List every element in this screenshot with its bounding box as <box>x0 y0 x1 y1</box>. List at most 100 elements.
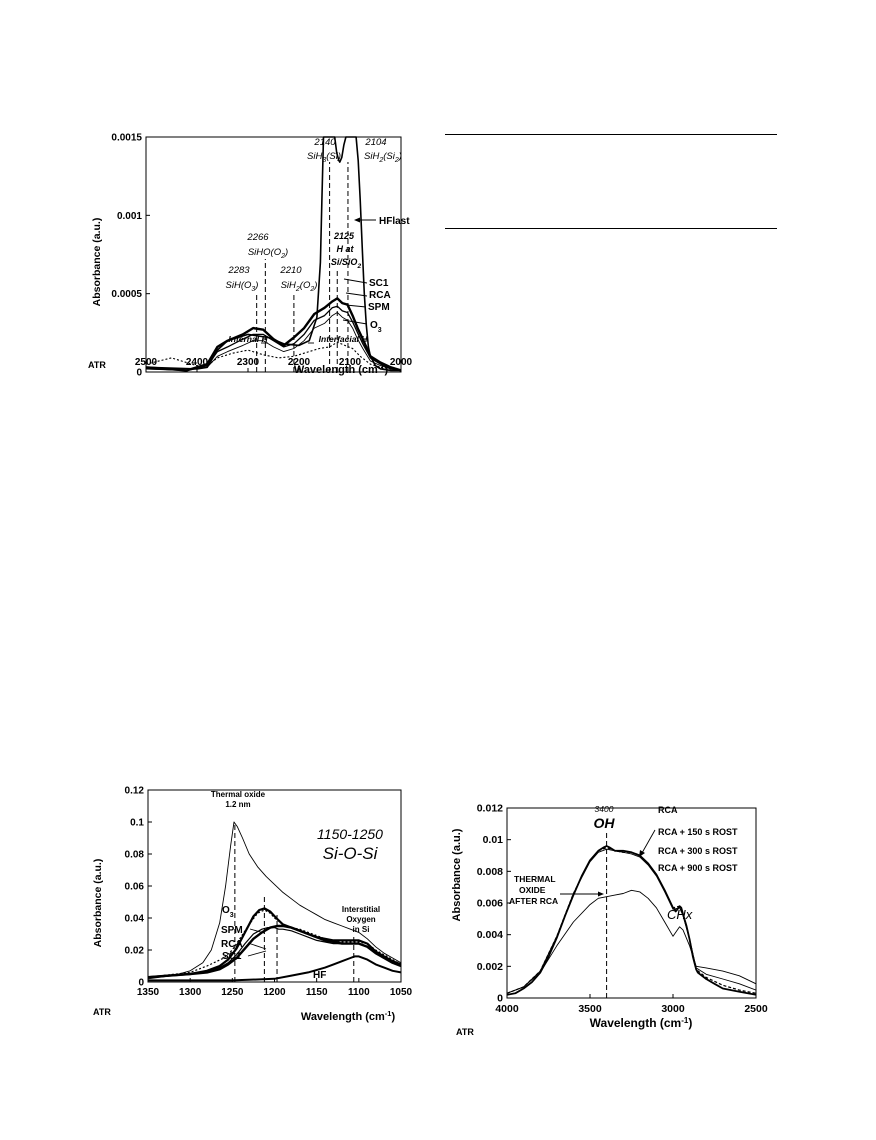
x-tick-label: 3000 <box>661 1003 685 1015</box>
legend-rca-300: RCA + 300 s ROST <box>658 846 738 856</box>
y-tick-label: 0.0015 <box>111 133 142 144</box>
x-tick-label: 1150 <box>306 987 328 998</box>
annot-2125-number: 2125 <box>333 231 355 241</box>
plot-area: 1350 1300 1250 1200 1150 1100 1050 0 0.02 0.04 0.0… <box>125 786 413 999</box>
annot-2266-number: 2266 <box>246 232 269 243</box>
series-spm <box>146 312 401 371</box>
y-tick-label: 0.08 <box>125 850 145 861</box>
thermal-label-2: OXIDE <box>519 885 546 895</box>
y-tick-label: 0.12 <box>125 786 145 797</box>
oh-wavenumber: 3400 <box>595 804 614 814</box>
table-rule-top <box>445 134 777 135</box>
y-tick-label: 0 <box>138 978 144 989</box>
x-tick-label: 2500 <box>744 1003 768 1015</box>
corner-label: ATR <box>456 1027 474 1037</box>
y-tick-label: 0 <box>136 368 142 379</box>
series-o3 <box>146 341 401 371</box>
legend-rca-150: RCA + 150 s ROST <box>658 827 738 837</box>
label-spm: SPM <box>221 925 243 936</box>
corner-label: ATR <box>88 360 106 370</box>
x-tick-label: 1100 <box>348 987 370 998</box>
y-tick-label: 0.06 <box>125 882 145 893</box>
chart-oh: Absorbance (a.u.) ATR Wavelength (cm-1) … <box>451 803 768 1038</box>
x-tick-label: 2500 <box>135 357 158 368</box>
series-rca <box>146 305 401 372</box>
chart-title-bond: Si-O-Si <box>323 844 379 863</box>
corner-label: ATR <box>93 1007 111 1017</box>
interstitial-label-3: in Si <box>353 925 370 934</box>
arrowhead-hflast <box>354 217 360 223</box>
annot-2125-line1: H at <box>336 244 354 254</box>
x-tick-label: 1300 <box>179 987 202 998</box>
x-tick-label: 2300 <box>237 357 260 368</box>
chart-siosi: Absorbance (a.u.) ATR Wavelength (cm-1) … <box>92 786 413 1024</box>
y-axis-label: Absorbance (a.u.) <box>91 218 103 307</box>
legend-rca: RCA <box>369 290 391 301</box>
y-tick-label: 0.01 <box>483 834 504 846</box>
chart-sih-panel: Absorbance (a.u.) ATR Wavelength (cm-1) … <box>88 128 418 388</box>
legend-hflast: HFlast <box>379 216 410 227</box>
x-tick-label: 1250 <box>221 987 244 998</box>
y-tick-label: 0.002 <box>477 961 503 973</box>
oh-label: OH <box>594 815 616 831</box>
label-rca: RCA <box>221 939 243 950</box>
legend-rca-900: RCA + 900 s ROST <box>658 863 738 873</box>
pointer-spm <box>345 304 367 308</box>
series-thermal-oxide <box>148 821 401 980</box>
interstitial-label-2: Oxygen <box>346 915 375 924</box>
y-tick-label: 0.008 <box>477 866 503 878</box>
thermal-oxide-label: Thermal oxide <box>211 790 266 799</box>
chart-sih: Absorbance (a.u.) ATR Wavelength (cm-1) … <box>88 133 413 379</box>
pointer-rca <box>247 942 267 950</box>
y-tick-label: 0 <box>497 993 503 1005</box>
pointer-rca <box>345 292 368 297</box>
thermal-oxide-thickness: 1.2 nm <box>225 800 250 809</box>
x-tick-label: 2200 <box>288 357 311 368</box>
y-tick-label: 0.012 <box>477 803 503 815</box>
legend-rca: RCA <box>658 805 678 815</box>
plot-area: 2500 2400 2300 2200 2100 2000 0 0.0005 0.001 0.00… <box>111 133 412 379</box>
label-sc1: SC1 <box>222 951 242 962</box>
label-o3: O3 <box>222 905 234 919</box>
series-rca-300-s-rost <box>507 848 756 994</box>
plot-frame <box>147 789 402 983</box>
series-sc1 <box>148 924 401 979</box>
thermal-label-1: THERMAL <box>514 874 556 884</box>
chart-title-range: 1150-1250 <box>317 826 383 842</box>
y-tick-label: 0.001 <box>117 211 142 222</box>
series-sc1 <box>146 297 401 372</box>
annot-2140-label: SiH3(Si) <box>307 151 341 164</box>
annot-2210-number: 2210 <box>279 265 302 276</box>
pointer-sc1 <box>247 950 267 957</box>
pointer-legend <box>641 829 656 854</box>
y-axis-label: Absorbance (a.u.) <box>451 828 463 921</box>
annot-2266-label: SiHO(O2) <box>248 247 288 260</box>
y-tick-label: 0.04 <box>125 914 145 925</box>
y-tick-label: 0.1 <box>130 818 144 829</box>
arrowhead-thermal <box>598 891 604 897</box>
y-tick-label: 0.006 <box>477 898 503 910</box>
x-axis-label: Wavelength (cm-1) <box>590 1016 693 1030</box>
plot-frame <box>145 136 402 373</box>
y-tick-label: 0.004 <box>477 929 503 941</box>
annot-2283-number: 2283 <box>227 265 250 276</box>
chart-siosi-panel: Absorbance (a.u.) ATR Wavelength (cm-1) … <box>88 775 418 1035</box>
annot-2104-number: 2104 <box>364 137 386 148</box>
annot-2140-number: 2140 <box>313 137 336 148</box>
internal-h-label: Internal H <box>228 334 268 344</box>
x-tick-label: 1050 <box>390 987 413 998</box>
interstitial-label-1: Interstitial <box>342 905 380 914</box>
legend-o3: O3 <box>370 320 382 334</box>
series-hf <box>148 955 401 982</box>
y-axis-label: Absorbance (a.u.) <box>92 859 104 948</box>
x-tick-label: 4000 <box>495 1003 519 1015</box>
annot-2104-label: SiH2(Si2) <box>364 151 402 164</box>
annot-2210-label: SiH2(O2) <box>281 280 318 293</box>
x-tick-label: 2400 <box>186 357 209 368</box>
x-tick-label: 1200 <box>263 987 286 998</box>
thermal-label-3: AFTER RCA <box>509 896 558 906</box>
annot-2125-line2: Si/SiO2 <box>331 257 362 270</box>
annot-2283-label: SiH(O3) <box>226 280 259 293</box>
y-tick-label: 0.02 <box>125 946 145 957</box>
series-rca-900-s-rost <box>507 889 756 994</box>
